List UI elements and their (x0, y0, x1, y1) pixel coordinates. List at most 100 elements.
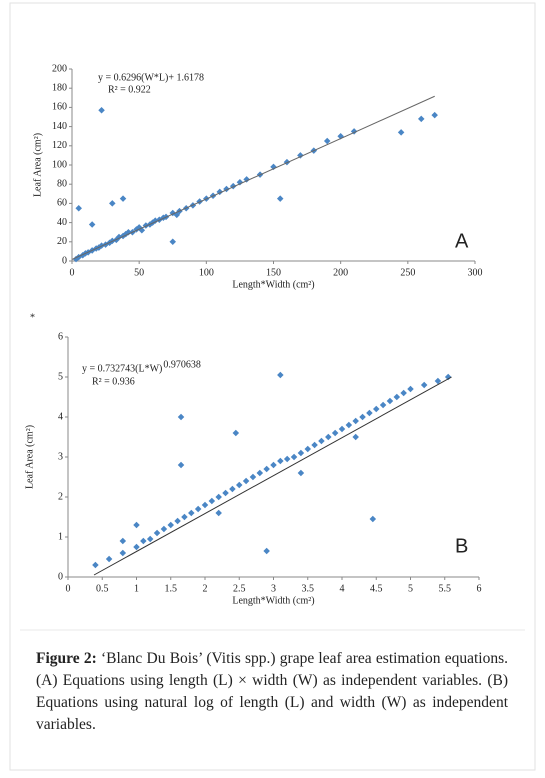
data-point (277, 371, 284, 379)
data-point (386, 397, 394, 405)
data-point (369, 515, 377, 523)
panel-label: B (455, 535, 468, 557)
data-point (236, 179, 244, 186)
data-point (98, 107, 105, 114)
stray-mark: * (30, 312, 35, 323)
data-point (263, 547, 270, 555)
data-point (201, 501, 209, 509)
data-point (297, 449, 305, 457)
y-tick-label: 40 (57, 217, 67, 228)
data-point (119, 195, 127, 202)
x-tick-label: 2.5 (233, 583, 246, 594)
y-tick-label: 3 (58, 451, 63, 462)
equation: y = 0.732743(L*W) (82, 363, 162, 374)
data-point (277, 457, 284, 465)
data-point (256, 469, 264, 477)
data-point (297, 469, 305, 477)
x-tick-label: 300 (468, 267, 483, 278)
x-tick-label: 5.5 (439, 583, 452, 594)
data-point (229, 485, 236, 493)
x-tick-label: 150 (266, 267, 281, 278)
caption-label: Figure 2: (36, 650, 97, 667)
data-point (407, 385, 414, 393)
data-point (215, 509, 222, 517)
x-tick-label: 4 (340, 583, 345, 594)
data-point (352, 433, 359, 441)
data-point (242, 477, 250, 485)
data-point (153, 529, 161, 537)
y-tick-label: 60 (57, 198, 67, 209)
x-axis-label: Length*Width (cm²) (232, 595, 314, 606)
data-point (215, 493, 222, 501)
y-tick-label: 180 (52, 82, 67, 93)
data-point (420, 381, 428, 389)
y-tick-label: 140 (52, 121, 67, 132)
data-point (169, 238, 177, 246)
data-point (400, 389, 407, 397)
panel-label: A (455, 230, 469, 252)
data-point (311, 441, 318, 449)
data-point (318, 437, 325, 445)
y-tick-label: 160 (52, 102, 67, 113)
data-point (434, 377, 442, 385)
data-point (232, 429, 240, 437)
data-point (177, 413, 185, 421)
x-tick-label: 1.5 (165, 583, 178, 594)
y-tick-label: 0 (58, 571, 63, 582)
data-point (133, 543, 140, 551)
trendline (71, 95, 435, 260)
data-point (75, 204, 82, 212)
data-point (359, 413, 366, 421)
data-point (194, 505, 202, 513)
equation: y = 0.6296(W*L)+ 1.6178 (98, 72, 204, 83)
data-point (119, 549, 127, 557)
figure-border (9, 2, 536, 771)
data-point (345, 421, 353, 429)
data-point (283, 455, 291, 463)
data-point (140, 537, 147, 545)
x-tick-label: 0.5 (96, 583, 109, 594)
x-tick-label: 6 (477, 583, 482, 594)
y-tick-label: 4 (58, 411, 63, 422)
data-point (397, 129, 405, 136)
equation: R² = 0.922 (108, 84, 151, 95)
data-point (325, 433, 332, 441)
data-point (418, 115, 425, 123)
x-tick-label: 4.5 (370, 583, 383, 594)
x-tick-label: 1 (134, 583, 139, 594)
y-tick-label: 200 (52, 63, 67, 74)
data-point (160, 525, 168, 533)
data-point (222, 489, 229, 497)
data-point (352, 417, 359, 425)
caption: Figure 2: ‘Blanc Du Bois’ (Vitis spp.) g… (36, 648, 508, 736)
y-axis-label: Leaf Area (cm²) (24, 425, 35, 489)
y-axis-label: Leaf Area (cm²) (32, 133, 43, 197)
data-point (393, 393, 401, 401)
data-point (109, 200, 116, 207)
x-tick-label: 3 (271, 583, 276, 594)
y-tick-label: 6 (58, 331, 63, 342)
x-tick-label: 100 (199, 267, 214, 278)
x-tick-label: 200 (333, 267, 348, 278)
y-tick-label: 2 (58, 491, 63, 502)
y-tick-label: 20 (57, 236, 67, 247)
x-tick-label: 250 (400, 267, 415, 278)
data-point (174, 517, 181, 525)
trendline (93, 376, 452, 576)
x-tick-label: 2 (203, 583, 208, 594)
data-point (243, 176, 250, 183)
x-tick-label: 0 (66, 583, 71, 594)
x-axis-label: Length*Width (cm²) (232, 279, 314, 290)
data-point (276, 195, 284, 202)
data-point (290, 453, 298, 461)
x-tick-label: 50 (134, 267, 144, 278)
y-tick-label: 1 (58, 531, 63, 542)
data-point (323, 137, 331, 145)
data-point (167, 521, 175, 529)
data-point (431, 111, 438, 119)
data-point (188, 509, 195, 517)
data-point (338, 425, 346, 433)
equation: R² = 0.936 (92, 376, 135, 387)
